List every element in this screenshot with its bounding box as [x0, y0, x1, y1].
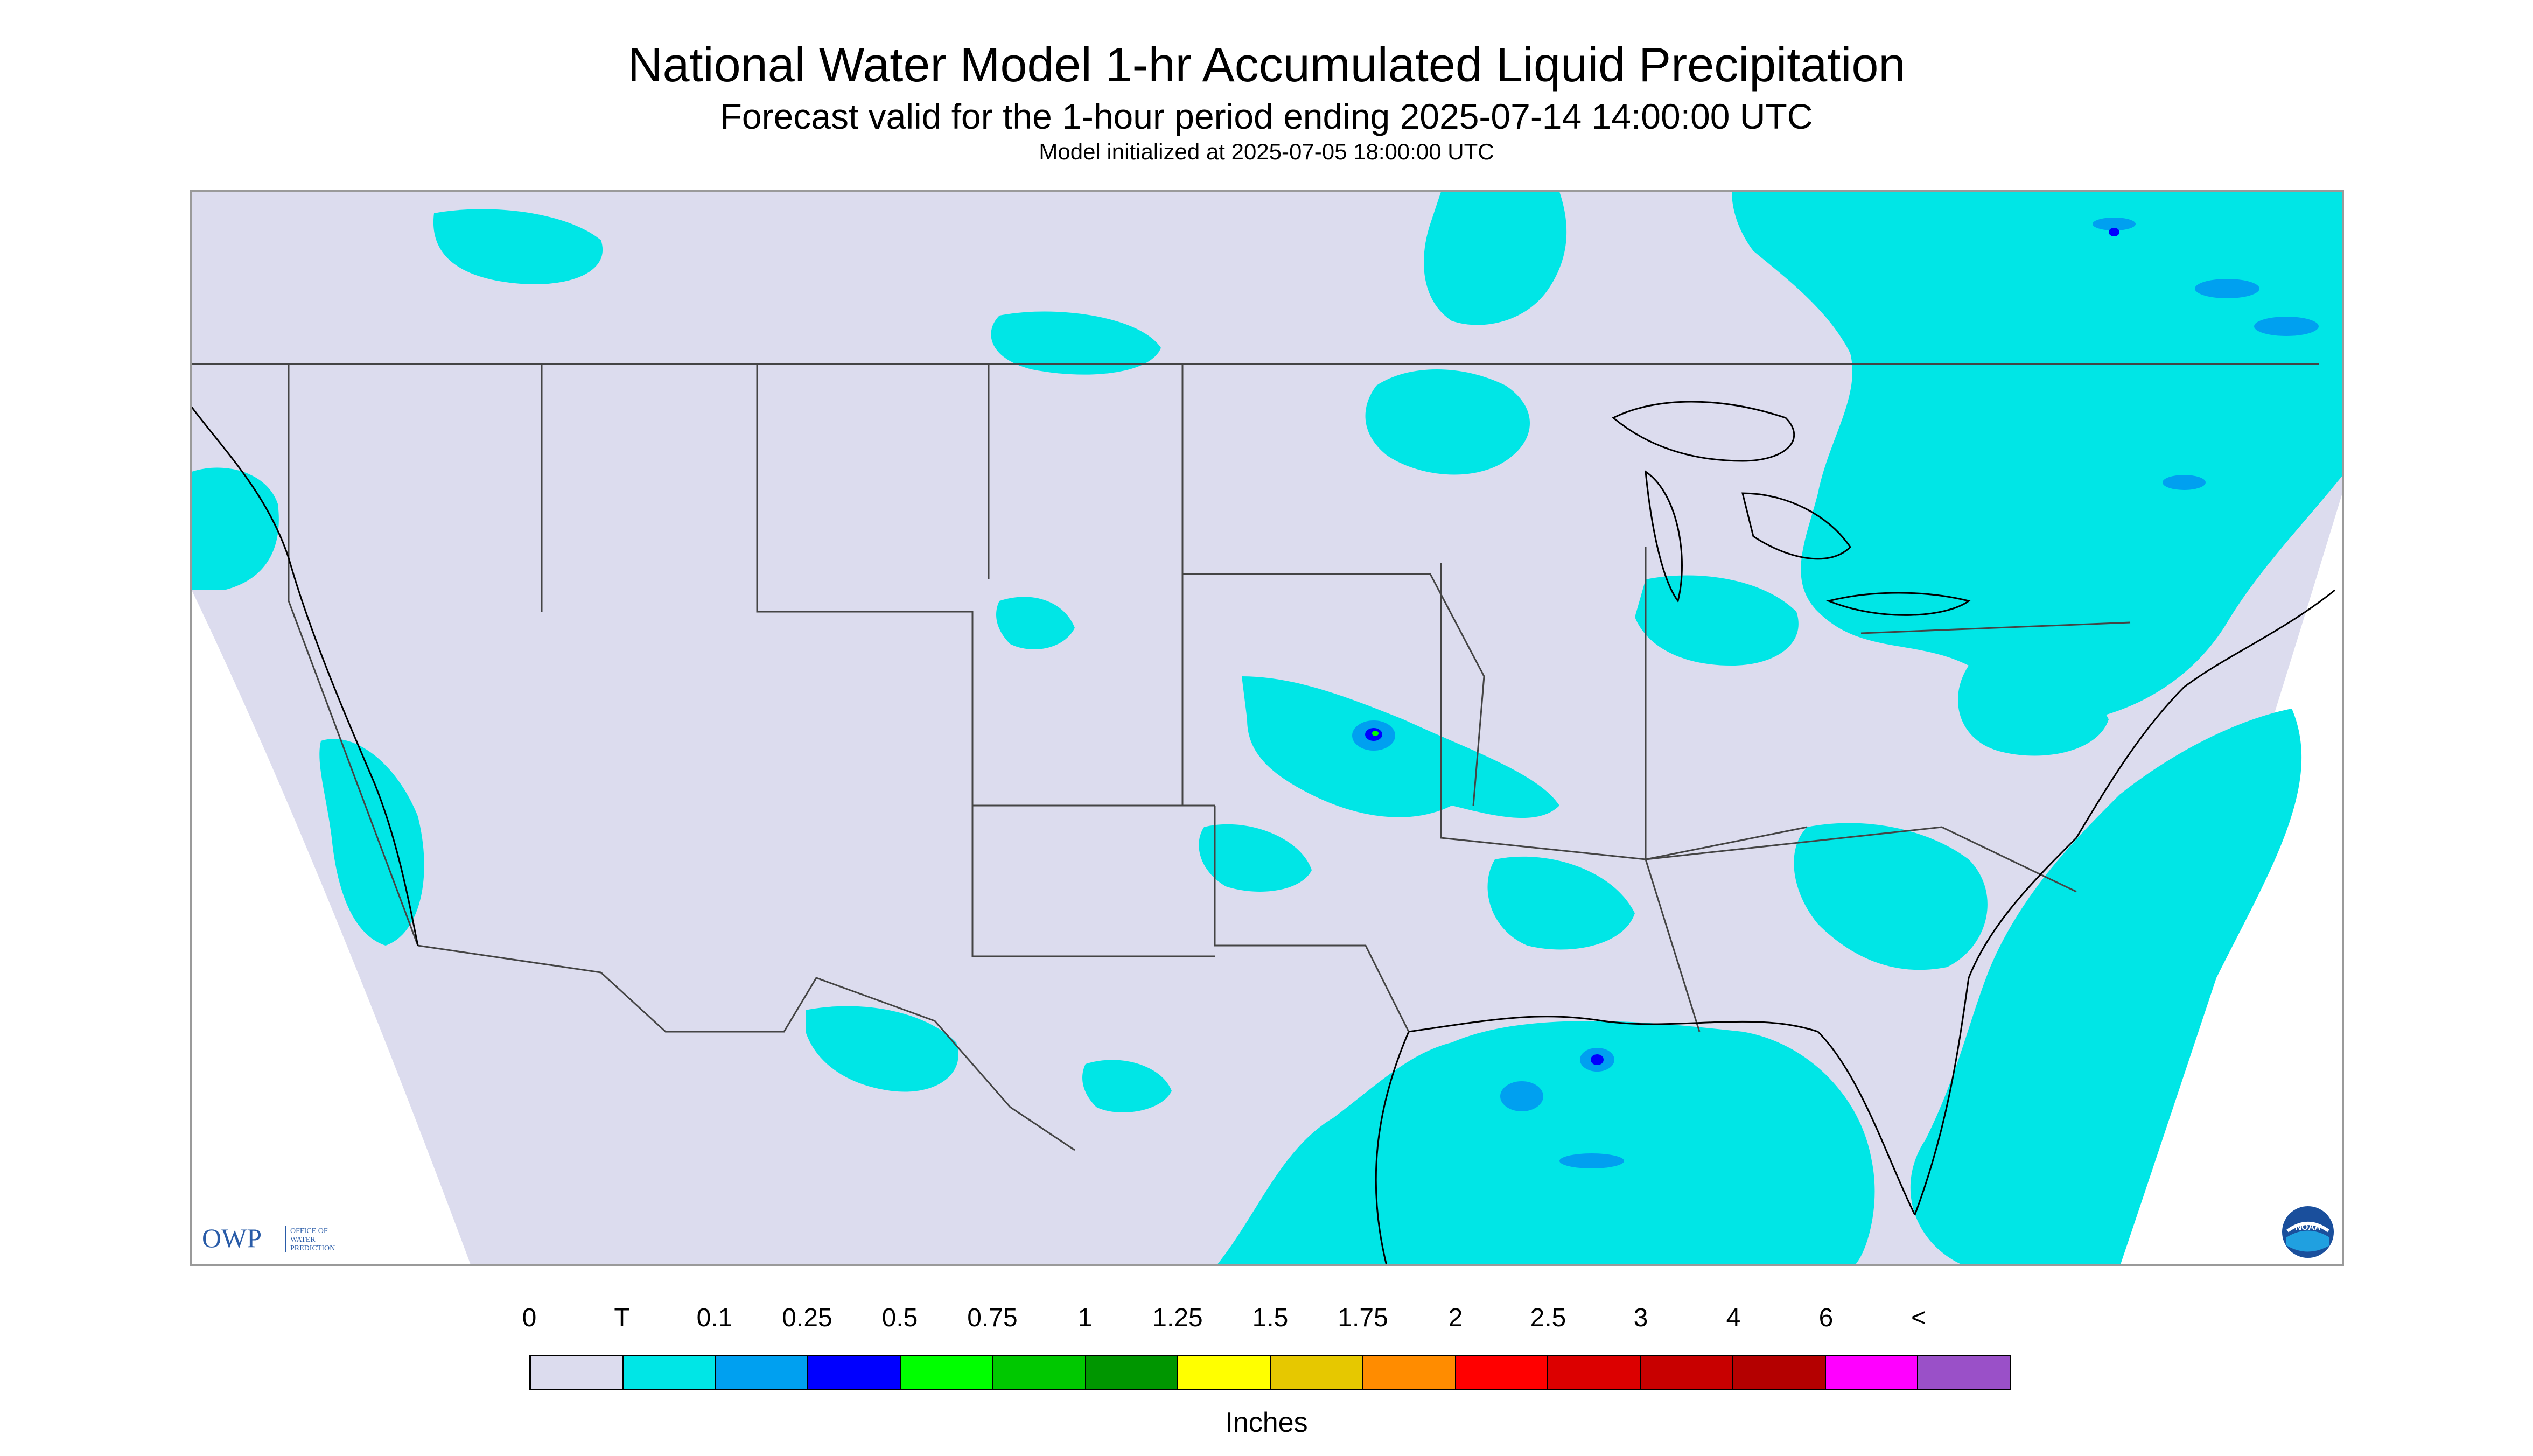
svg-text:OFFICE OF: OFFICE OF — [290, 1227, 328, 1235]
legend-swatch — [623, 1356, 716, 1389]
legend-swatch — [531, 1356, 624, 1389]
boundary-lines — [192, 363, 2319, 1151]
legend-tick-label: 0 — [522, 1304, 537, 1332]
legend-tick-label: 2.5 — [1530, 1304, 1566, 1332]
legend-swatch — [1363, 1356, 1456, 1389]
great-lakes — [1612, 401, 1971, 616]
legend-units-label: Inches — [1225, 1407, 1308, 1438]
legend-tick-label: < — [1911, 1304, 1927, 1332]
legend-swatch — [1918, 1356, 2010, 1389]
legend-swatch — [1825, 1356, 1919, 1389]
legend-swatch — [1086, 1356, 1179, 1389]
legend-swatch — [716, 1356, 809, 1389]
color-legend-bar — [529, 1355, 2011, 1390]
legend-tick-label: 1 — [1077, 1304, 1093, 1332]
legend-tick-label: 0.1 — [696, 1304, 733, 1332]
legend-tick-label: 6 — [1818, 1304, 1834, 1332]
legend-tick-label: 1.25 — [1152, 1304, 1203, 1332]
owp-logo-text: OWP — [202, 1223, 262, 1253]
legend-tick-label: 2 — [1448, 1304, 1463, 1332]
precipitation-map: OWP OFFICE OF WATER PREDICTION NOAA — [190, 190, 2344, 1266]
legend-tick-label: 1.75 — [1338, 1304, 1388, 1332]
precip-green-cores — [1372, 731, 1379, 736]
legend-tick-label: 0.75 — [967, 1304, 1018, 1332]
svg-text:PREDICTION: PREDICTION — [290, 1244, 335, 1252]
chart-subtitle: Forecast valid for the 1-hour period end… — [720, 96, 1813, 136]
legend-swatch — [808, 1356, 901, 1389]
noaa-logo-icon: NOAA — [2282, 1206, 2334, 1258]
legend-swatch — [1271, 1356, 1363, 1389]
legend-tick-label: 1.5 — [1252, 1304, 1289, 1332]
legend-swatch — [1733, 1356, 1826, 1389]
owp-logo: OWP OFFICE OF WATER PREDICTION — [202, 1223, 335, 1253]
svg-text:NOAA: NOAA — [2295, 1223, 2321, 1232]
svg-text:WATER: WATER — [290, 1236, 316, 1244]
legend-tick-label: 3 — [1633, 1304, 1648, 1332]
legend-swatch — [1178, 1356, 1271, 1389]
legend-tick-label: 4 — [1726, 1304, 1741, 1332]
model-init-text: Model initialized at 2025-07-05 18:00:00… — [1039, 139, 1494, 164]
legend-tick-label: 0.25 — [782, 1304, 832, 1332]
chart-title: National Water Model 1-hr Accumulated Li… — [627, 38, 1906, 92]
legend-swatch — [1641, 1356, 1733, 1389]
legend-swatch — [901, 1356, 993, 1389]
legend-swatch — [993, 1356, 1086, 1389]
legend-swatch — [1548, 1356, 1641, 1389]
map-canvas — [192, 192, 2342, 1264]
coastlines — [192, 407, 2335, 1264]
legend-tick-label: T — [614, 1304, 630, 1332]
legend-swatch — [1456, 1356, 1549, 1389]
legend-tick-label: 0.5 — [881, 1304, 918, 1332]
